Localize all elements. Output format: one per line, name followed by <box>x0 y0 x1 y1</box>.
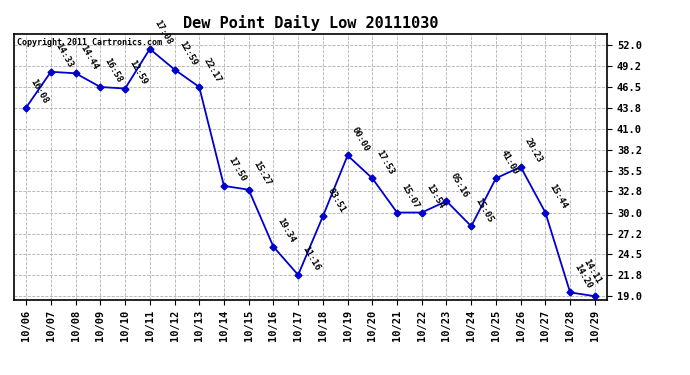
Text: 12:59: 12:59 <box>177 39 198 67</box>
Text: 19:34: 19:34 <box>276 217 297 244</box>
Text: 22:17: 22:17 <box>201 57 223 85</box>
Text: 05:16: 05:16 <box>449 171 470 199</box>
Text: 17:53: 17:53 <box>375 148 396 176</box>
Text: 14:44: 14:44 <box>78 43 99 71</box>
Text: 15:07: 15:07 <box>400 183 421 210</box>
Text: 41:00: 41:00 <box>498 148 520 176</box>
Text: 13:54: 13:54 <box>424 183 446 210</box>
Text: 16:58: 16:58 <box>103 57 124 85</box>
Text: 15:05: 15:05 <box>474 196 495 224</box>
Text: 00:00: 00:00 <box>350 125 371 153</box>
Text: 15:27: 15:27 <box>251 160 273 188</box>
Text: 03:51: 03:51 <box>326 186 346 214</box>
Text: 12:59: 12:59 <box>128 58 149 86</box>
Text: 14:11
14:20: 14:11 14:20 <box>573 257 603 290</box>
Text: 17:50: 17:50 <box>226 156 248 184</box>
Text: 15:44: 15:44 <box>548 183 569 210</box>
Text: 20:23: 20:23 <box>523 137 544 165</box>
Text: 17:08: 17:08 <box>152 19 173 46</box>
Text: 16:08: 16:08 <box>29 78 50 105</box>
Text: 11:16: 11:16 <box>301 245 322 273</box>
Title: Dew Point Daily Low 20111030: Dew Point Daily Low 20111030 <box>183 15 438 31</box>
Text: 14:33: 14:33 <box>53 42 75 69</box>
Text: Copyright 2011 Cartronics.com: Copyright 2011 Cartronics.com <box>17 38 161 47</box>
